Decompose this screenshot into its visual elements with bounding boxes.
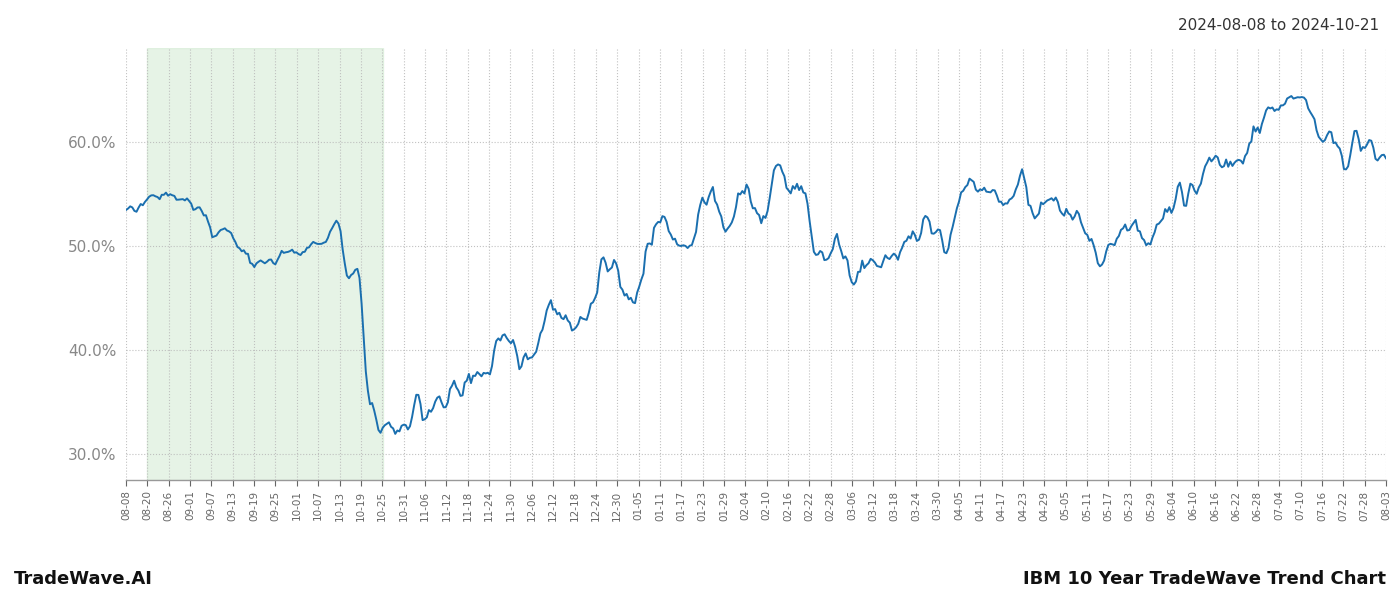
Text: TradeWave.AI: TradeWave.AI — [14, 570, 153, 588]
Text: IBM 10 Year TradeWave Trend Chart: IBM 10 Year TradeWave Trend Chart — [1023, 570, 1386, 588]
Bar — [147, 48, 382, 480]
Text: 2024-08-08 to 2024-10-21: 2024-08-08 to 2024-10-21 — [1177, 18, 1379, 33]
